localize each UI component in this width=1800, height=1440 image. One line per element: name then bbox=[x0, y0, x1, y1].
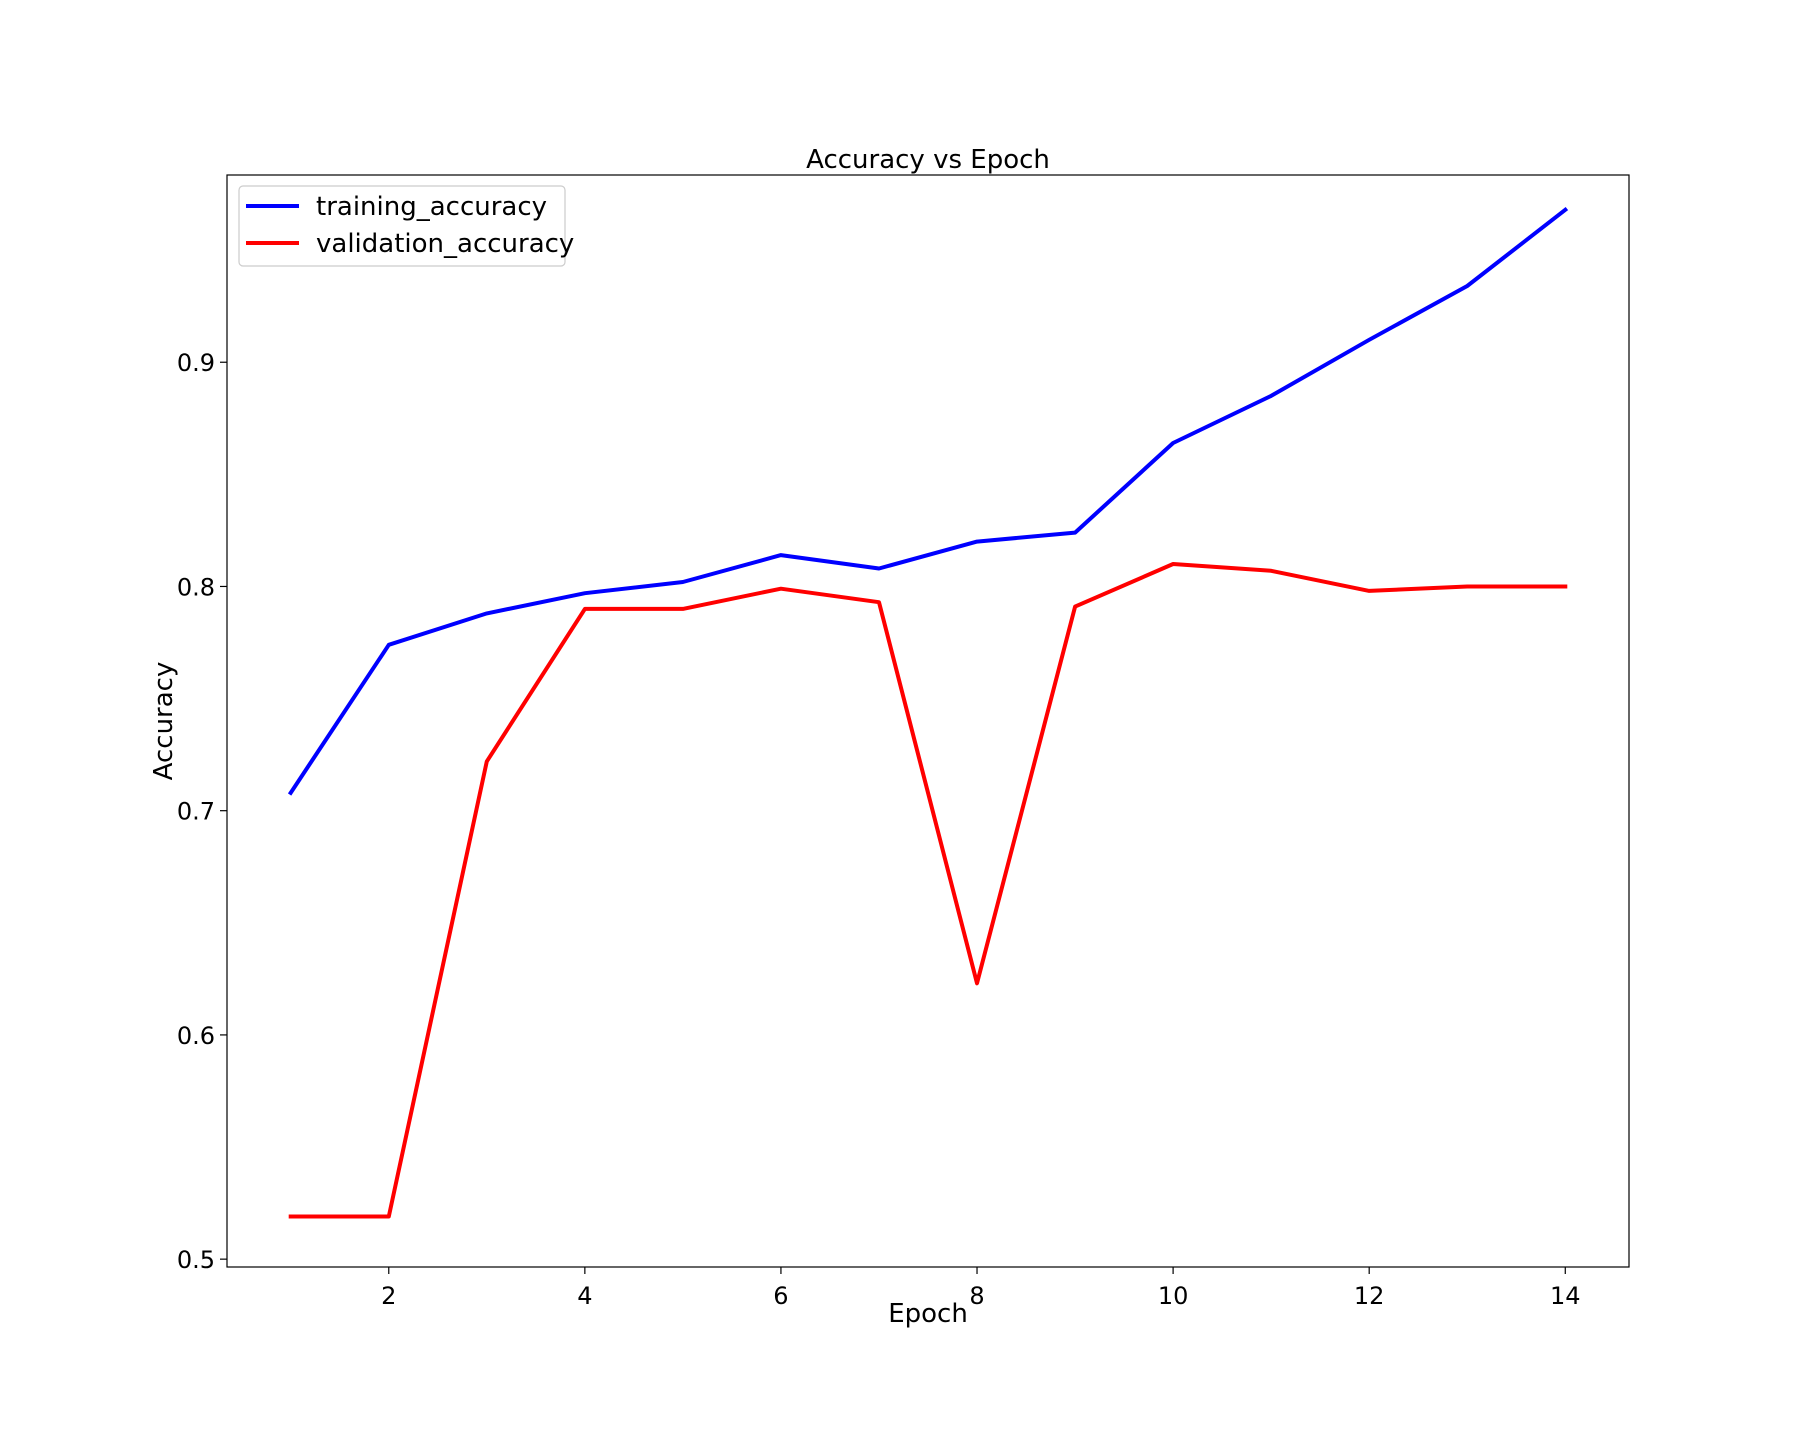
y-axis-label: Accuracy bbox=[149, 662, 179, 781]
data-point-validation_accuracy-7 bbox=[877, 600, 881, 604]
data-point-validation_accuracy-1 bbox=[289, 1215, 293, 1219]
plot-area-frame bbox=[226, 174, 1630, 1268]
data-point-validation_accuracy-13 bbox=[1465, 585, 1469, 589]
data-point-validation_accuracy-9 bbox=[1073, 605, 1077, 609]
y-tick-label-0.7: 0.7 bbox=[177, 798, 215, 826]
x-tick-label-6: 6 bbox=[773, 1282, 788, 1310]
data-point-validation_accuracy-14 bbox=[1563, 585, 1567, 589]
y-tick-label-0.5: 0.5 bbox=[177, 1246, 215, 1274]
y-tick-label-0.6: 0.6 bbox=[177, 1022, 215, 1050]
x-tick-label-10: 10 bbox=[1158, 1282, 1189, 1310]
x-tick-label-8: 8 bbox=[969, 1282, 984, 1310]
data-point-validation_accuracy-10 bbox=[1171, 562, 1175, 566]
data-point-training_accuracy-11 bbox=[1269, 394, 1273, 398]
data-point-validation_accuracy-12 bbox=[1367, 589, 1371, 593]
series-line-validation_accuracy bbox=[288, 562, 1568, 1219]
chart-title: Accuracy vs Epoch bbox=[806, 145, 1050, 175]
legend-label-validation_accuracy: validation_accuracy bbox=[316, 229, 574, 259]
data-point-training_accuracy-14 bbox=[1563, 208, 1567, 212]
x-tick-label-2: 2 bbox=[381, 1282, 396, 1310]
series-line-training_accuracy bbox=[287, 206, 1569, 796]
data-point-training_accuracy-1 bbox=[289, 791, 293, 795]
data-point-validation_accuracy-3 bbox=[485, 759, 489, 763]
y-tick-label-0.9: 0.9 bbox=[177, 349, 215, 377]
data-point-validation_accuracy-5 bbox=[681, 607, 685, 611]
data-point-training_accuracy-7 bbox=[877, 567, 881, 571]
data-point-training_accuracy-4 bbox=[583, 591, 587, 595]
data-point-training_accuracy-5 bbox=[681, 580, 685, 584]
data-point-training_accuracy-13 bbox=[1465, 284, 1469, 288]
x-tick-label-14: 14 bbox=[1550, 1282, 1581, 1310]
data-point-training_accuracy-12 bbox=[1367, 338, 1371, 342]
data-point-validation_accuracy-4 bbox=[583, 607, 587, 611]
legend-items: training_accuracy validation_accuracy bbox=[246, 192, 574, 259]
y-axis-ticks: 0.5 0.6 0.7 0.8 0.9 bbox=[177, 349, 227, 1274]
x-axis-label: Epoch bbox=[888, 1299, 968, 1329]
data-point-validation_accuracy-8 bbox=[975, 981, 979, 985]
series-layer bbox=[287, 206, 1569, 1219]
legend: training_accuracy validation_accuracy bbox=[238, 185, 574, 267]
data-point-training_accuracy-6 bbox=[779, 553, 783, 557]
x-axis-ticks: 2 4 6 8 10 12 14 bbox=[381, 1267, 1581, 1310]
data-point-training_accuracy-2 bbox=[387, 643, 391, 647]
x-tick-label-12: 12 bbox=[1354, 1282, 1385, 1310]
data-point-training_accuracy-3 bbox=[485, 611, 489, 615]
legend-label-training_accuracy: training_accuracy bbox=[316, 192, 547, 222]
data-point-validation_accuracy-2 bbox=[387, 1215, 391, 1219]
data-point-training_accuracy-10 bbox=[1171, 441, 1175, 445]
legend-box bbox=[238, 185, 566, 267]
y-tick-label-0.8: 0.8 bbox=[177, 573, 215, 601]
data-point-validation_accuracy-11 bbox=[1269, 569, 1273, 573]
data-point-training_accuracy-9 bbox=[1073, 531, 1077, 535]
data-point-validation_accuracy-6 bbox=[779, 587, 783, 591]
data-point-training_accuracy-8 bbox=[975, 540, 979, 544]
x-tick-label-4: 4 bbox=[577, 1282, 592, 1310]
